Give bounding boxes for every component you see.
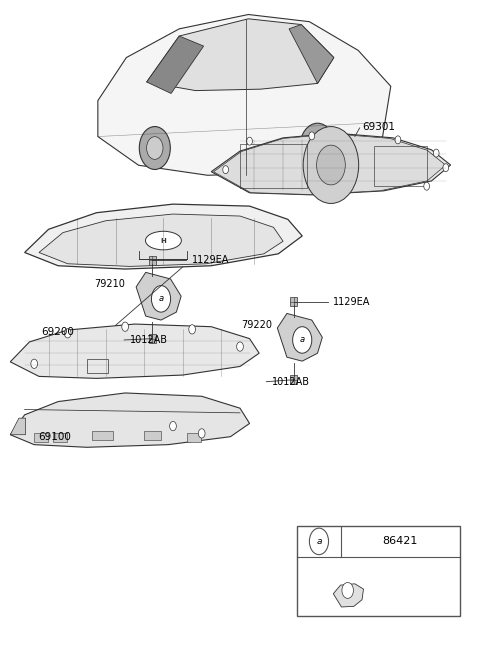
- Polygon shape: [211, 133, 451, 195]
- Bar: [290, 297, 297, 306]
- FancyBboxPatch shape: [92, 431, 113, 440]
- Circle shape: [122, 322, 129, 331]
- Circle shape: [189, 325, 195, 334]
- Bar: [149, 256, 156, 265]
- Text: 1012AB: 1012AB: [130, 335, 168, 345]
- Bar: [290, 375, 297, 384]
- Polygon shape: [277, 313, 323, 361]
- Text: 69200: 69200: [41, 327, 74, 337]
- Polygon shape: [136, 272, 181, 320]
- Circle shape: [146, 137, 163, 159]
- Text: 79220: 79220: [241, 320, 273, 331]
- Text: a: a: [316, 537, 322, 546]
- Polygon shape: [333, 584, 363, 607]
- Text: 79210: 79210: [94, 280, 125, 290]
- Polygon shape: [10, 324, 259, 378]
- Polygon shape: [98, 15, 391, 175]
- Circle shape: [64, 329, 71, 338]
- Circle shape: [152, 286, 170, 312]
- Circle shape: [342, 582, 353, 598]
- Circle shape: [300, 124, 336, 173]
- Polygon shape: [147, 36, 204, 94]
- Polygon shape: [10, 393, 250, 448]
- Polygon shape: [24, 204, 302, 269]
- Circle shape: [433, 149, 439, 157]
- Text: H: H: [160, 238, 166, 244]
- FancyBboxPatch shape: [34, 433, 48, 442]
- Text: 69301: 69301: [362, 122, 395, 131]
- Circle shape: [303, 127, 359, 203]
- Circle shape: [308, 135, 327, 161]
- Text: 1129EA: 1129EA: [333, 297, 371, 307]
- FancyBboxPatch shape: [298, 526, 460, 616]
- Polygon shape: [39, 214, 283, 266]
- Circle shape: [424, 182, 430, 190]
- Circle shape: [310, 528, 328, 554]
- FancyBboxPatch shape: [144, 431, 161, 440]
- Text: 69100: 69100: [38, 432, 71, 442]
- Polygon shape: [289, 25, 334, 84]
- Bar: [149, 334, 156, 343]
- Circle shape: [309, 132, 315, 140]
- FancyBboxPatch shape: [53, 433, 67, 442]
- FancyBboxPatch shape: [187, 433, 201, 442]
- Text: 1129EA: 1129EA: [192, 256, 229, 266]
- Circle shape: [31, 359, 37, 369]
- Circle shape: [317, 145, 345, 185]
- Circle shape: [169, 422, 176, 431]
- Circle shape: [443, 164, 449, 172]
- Circle shape: [223, 166, 228, 173]
- Circle shape: [198, 429, 205, 438]
- Ellipse shape: [145, 231, 181, 250]
- Circle shape: [395, 136, 401, 144]
- Text: a: a: [300, 335, 305, 345]
- Text: 1012AB: 1012AB: [272, 376, 310, 386]
- Polygon shape: [214, 134, 446, 195]
- Polygon shape: [147, 19, 334, 90]
- Circle shape: [247, 137, 252, 145]
- Circle shape: [139, 127, 170, 169]
- Text: 86421: 86421: [383, 537, 418, 546]
- Text: a: a: [158, 294, 164, 303]
- Circle shape: [237, 342, 243, 351]
- Circle shape: [293, 327, 312, 353]
- Polygon shape: [10, 418, 25, 435]
